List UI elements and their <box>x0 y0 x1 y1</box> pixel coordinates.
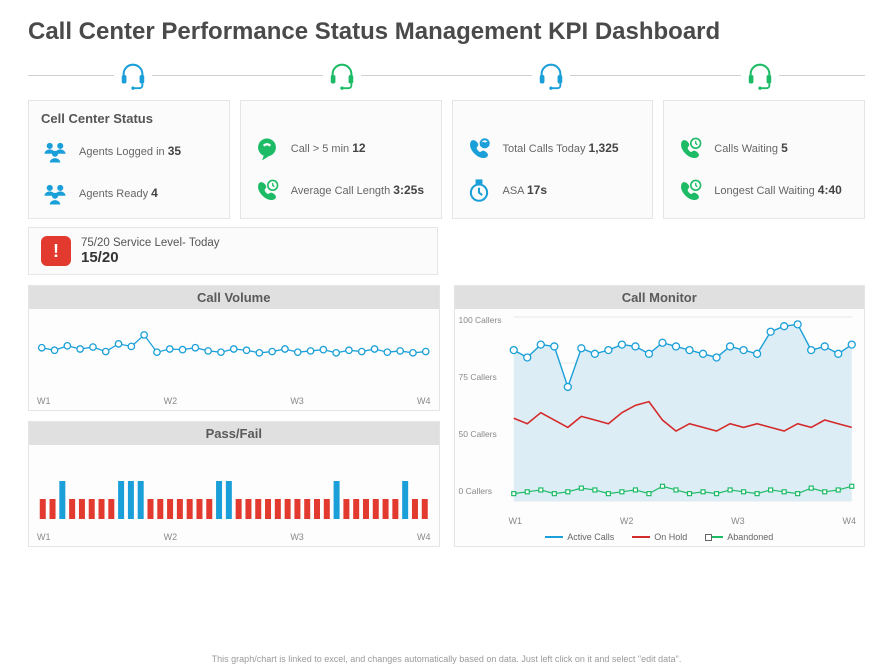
svg-text:24: 24 <box>481 142 487 148</box>
service-value: 15/20 <box>81 249 220 266</box>
status-card-4: Calls Waiting 5 Longest Call Waiting 4:4… <box>663 100 865 219</box>
page-title: Call Center Performance Status Managemen… <box>28 18 865 46</box>
headset-icon <box>116 58 150 92</box>
kpi-call-gt5: Call > 5 min 12 <box>253 135 429 163</box>
call-volume-chart: Call Volume W1W2W3W4 <box>28 285 440 411</box>
kpi-avg-call: Average Call Length 3:25s <box>253 177 429 205</box>
legend-item: On Hold <box>632 532 687 542</box>
kpi-total-calls: 24Total Calls Today 1,325 <box>465 135 641 163</box>
chart-title: Call Volume <box>29 286 439 309</box>
alert-icon: ! <box>41 236 71 266</box>
chart-title: Call Monitor <box>455 286 865 309</box>
kpi-agents-logged: Agents Logged in 35 <box>41 138 217 166</box>
footer-note: This graph/chart is linked to excel, and… <box>0 654 893 664</box>
status-grid: Cell Center Status Agents Logged in 35 A… <box>28 100 865 219</box>
headset-icon <box>325 58 359 92</box>
service-level-row: ! 75/20 Service Level- Today 15/20 <box>28 227 438 275</box>
headset-icon <box>534 58 568 92</box>
status-card-2: Call > 5 min 12 Average Call Length 3:25… <box>240 100 442 219</box>
status-card-3: 24Total Calls Today 1,325 ASA 17s <box>452 100 654 219</box>
chart-title: Pass/Fail <box>29 422 439 445</box>
divider-headsets <box>28 58 865 92</box>
kpi-calls-waiting: Calls Waiting 5 <box>676 135 852 163</box>
legend-item: Abandoned <box>705 532 773 542</box>
kpi-longest-wait: Longest Call Waiting 4:40 <box>676 177 852 205</box>
legend-item: Active Calls <box>545 532 614 542</box>
pass-fail-chart: Pass/Fail W1W2W3W4 <box>28 421 440 547</box>
status-card-1: Cell Center Status Agents Logged in 35 A… <box>28 100 230 219</box>
service-label: 75/20 Service Level- Today <box>81 237 220 249</box>
kpi-agents-ready: Agents Ready 4 <box>41 180 217 208</box>
headset-icon <box>743 58 777 92</box>
call-monitor-chart: Call Monitor 100 Callers75 Callers50 Cal… <box>454 285 866 547</box>
kpi-asa: ASA 17s <box>465 177 641 205</box>
status-header: Cell Center Status <box>41 111 217 126</box>
